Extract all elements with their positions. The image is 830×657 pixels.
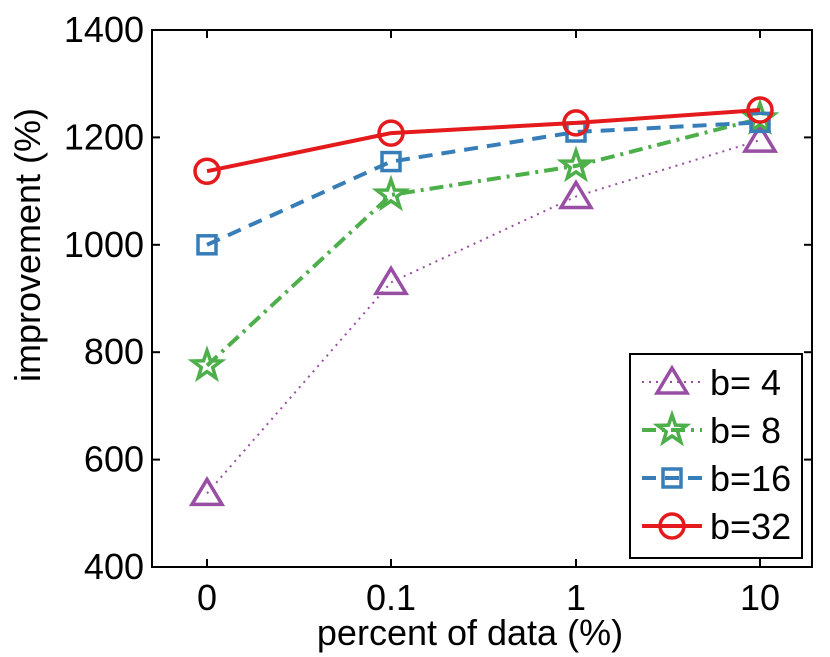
- data-point-marker: [371, 174, 411, 212]
- legend-entry: b= 4: [642, 362, 781, 403]
- legend-entry: b=16: [642, 458, 791, 499]
- y-tick-label: 400: [84, 546, 144, 587]
- x-tick-label: 0.1: [366, 577, 416, 618]
- legend-marker: [661, 467, 683, 489]
- data-point-marker: [196, 234, 218, 256]
- legend-label: b=16: [710, 458, 791, 499]
- series-line: [206, 120, 761, 247]
- data-point-marker: [193, 157, 221, 185]
- legend-marker: [658, 512, 686, 540]
- legend: b= 4 b= 8 b=16 b=32: [629, 353, 803, 559]
- legend-label: b=32: [710, 506, 791, 547]
- data-point-marker: [749, 111, 771, 134]
- data-point-marker: [187, 345, 227, 383]
- data-point-marker: [372, 264, 410, 296]
- legend-entry: b=32: [642, 506, 791, 547]
- legend-marker: [652, 409, 692, 447]
- data-point-marker: [380, 150, 402, 173]
- data-point-marker: [741, 122, 779, 153]
- y-tick-label: 800: [84, 331, 144, 372]
- data-point-marker: [557, 179, 595, 210]
- x-tick-label: 1: [566, 577, 586, 618]
- data-point-marker: [188, 476, 226, 507]
- series-line: [206, 108, 761, 174]
- plot-frame: [151, 29, 813, 568]
- series-b8: [187, 98, 780, 383]
- axis-ticks: 400 600 800 1000 1200 1400 0 0.1 1 10: [64, 9, 812, 618]
- x-tick-label: 0: [197, 577, 217, 618]
- x-axis-label: percent of data (%): [317, 612, 623, 653]
- y-tick-label: 1400: [64, 9, 144, 50]
- legend-marker: [653, 364, 691, 395]
- data-point-marker: [746, 96, 774, 124]
- legend-label: b= 8: [710, 410, 781, 451]
- y-axis-label: improvement (%): [7, 108, 48, 382]
- data-point-marker: [562, 109, 590, 137]
- x-tick-label: 10: [740, 577, 780, 618]
- y-tick-label: 600: [84, 439, 144, 480]
- plot-area: [151, 29, 813, 568]
- y-tick-label: 1000: [64, 224, 144, 265]
- series-b16: [196, 111, 771, 256]
- series-line: [205, 116, 761, 368]
- legend-entry: b= 8: [642, 409, 781, 451]
- series-b32: [193, 96, 774, 185]
- y-tick-label: 1200: [64, 116, 144, 157]
- data-point-marker: [556, 145, 596, 183]
- data-point-marker: [377, 119, 405, 147]
- series-b4: [188, 122, 779, 507]
- legend-label: b= 4: [710, 362, 781, 403]
